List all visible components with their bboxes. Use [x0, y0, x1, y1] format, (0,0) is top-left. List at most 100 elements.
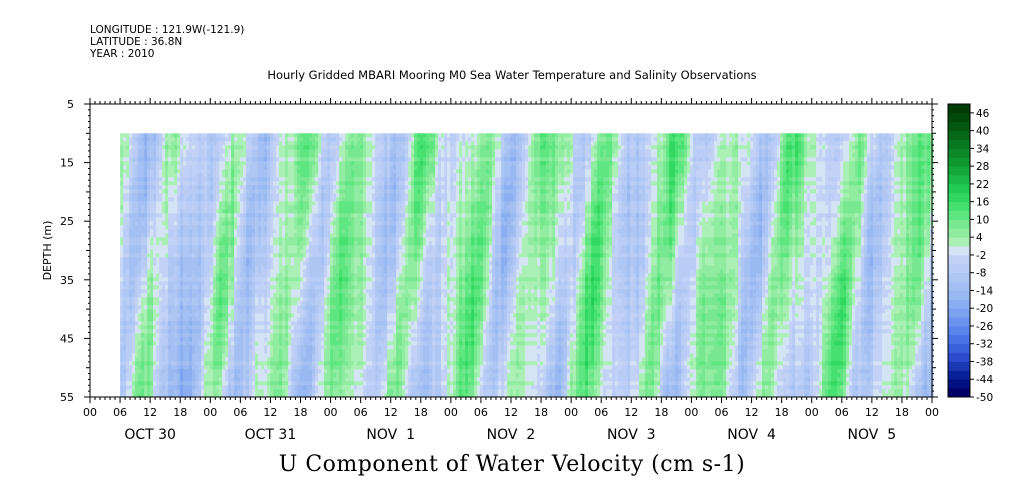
- heatmap-cell: [189, 321, 193, 326]
- heatmap-cell: [297, 177, 301, 182]
- heatmap-cell: [132, 333, 136, 338]
- heatmap-cell: [150, 341, 154, 346]
- heatmap-cell: [267, 385, 271, 390]
- heatmap-cell: [177, 225, 181, 230]
- heatmap-cell: [270, 341, 274, 346]
- heatmap-cell: [252, 305, 256, 310]
- heatmap-cell: [315, 237, 319, 242]
- heatmap-cell: [282, 285, 286, 290]
- heatmap-cell: [231, 273, 235, 278]
- heatmap-cell: [180, 137, 184, 142]
- heatmap-cell: [321, 197, 325, 202]
- heatmap-cell: [291, 221, 295, 226]
- heatmap-cell: [171, 245, 175, 250]
- heatmap-cell: [222, 281, 226, 286]
- heatmap-cell: [324, 145, 328, 150]
- heatmap-cell: [123, 361, 127, 366]
- heatmap-cell: [204, 293, 208, 298]
- heatmap-cell: [201, 241, 205, 246]
- heatmap-cell: [345, 201, 349, 206]
- heatmap-cell: [177, 321, 181, 326]
- heatmap-cell: [192, 393, 196, 398]
- heatmap-cell: [222, 313, 226, 318]
- heatmap-cell: [264, 345, 268, 350]
- heatmap-cell: [345, 181, 349, 186]
- heatmap-cell: [153, 253, 157, 258]
- heatmap-cell: [324, 293, 328, 298]
- heatmap-cell: [282, 301, 286, 306]
- heatmap-cell: [120, 217, 124, 222]
- heatmap-cell: [204, 193, 208, 198]
- heatmap-cell: [324, 221, 328, 226]
- heatmap-cell: [204, 289, 208, 294]
- heatmap-cell: [333, 321, 337, 326]
- heatmap-cell: [153, 281, 157, 286]
- heatmap-cell: [159, 385, 163, 390]
- heatmap-cell: [216, 233, 220, 238]
- heatmap-cell: [327, 253, 331, 258]
- heatmap-cell: [261, 193, 265, 198]
- heatmap-cell: [249, 293, 253, 298]
- heatmap-cell: [186, 181, 190, 186]
- heatmap-cell: [156, 145, 160, 150]
- heatmap-cell: [207, 137, 211, 142]
- heatmap-cell: [261, 245, 265, 250]
- heatmap-cell: [186, 333, 190, 338]
- heatmap-cell: [141, 197, 145, 202]
- heatmap-cell: [135, 325, 139, 330]
- heatmap-cell: [312, 389, 316, 394]
- heatmap-cell: [240, 325, 244, 330]
- heatmap-cell: [168, 341, 172, 346]
- heatmap-cell: [336, 181, 340, 186]
- heatmap-cell: [297, 205, 301, 210]
- heatmap-cell: [156, 193, 160, 198]
- heatmap-cell: [270, 181, 274, 186]
- heatmap-cell: [273, 233, 277, 238]
- heatmap-cell: [159, 365, 163, 370]
- heatmap-cell: [123, 173, 127, 178]
- heatmap-cell: [258, 353, 262, 358]
- heatmap-cell: [222, 241, 226, 246]
- heatmap-cell: [207, 241, 211, 246]
- heatmap-cell: [312, 257, 316, 262]
- heatmap-cell: [321, 345, 325, 350]
- heatmap-cell: [168, 369, 172, 374]
- heatmap-cell: [258, 389, 262, 394]
- heatmap-cell: [306, 253, 310, 258]
- heatmap-cell: [267, 233, 271, 238]
- heatmap-cell: [195, 181, 199, 186]
- heatmap-cell: [288, 377, 292, 382]
- heatmap-cell: [135, 137, 139, 142]
- heatmap-cell: [246, 325, 250, 330]
- heatmap-cell: [216, 237, 220, 242]
- heatmap-cell: [129, 197, 133, 202]
- heatmap-cell: [312, 329, 316, 334]
- heatmap-cell: [300, 321, 304, 326]
- heatmap-cell: [291, 313, 295, 318]
- heatmap-cell: [240, 221, 244, 226]
- heatmap-cell: [300, 265, 304, 270]
- heatmap-cell: [198, 373, 202, 378]
- heatmap-cell: [285, 313, 289, 318]
- heatmap-cell: [291, 369, 295, 374]
- heatmap-cell: [186, 337, 190, 342]
- heatmap-cell: [243, 237, 247, 242]
- heatmap-cell: [282, 333, 286, 338]
- heatmap-cell: [120, 317, 124, 322]
- heatmap-cell: [327, 189, 331, 194]
- heatmap-cell: [306, 241, 310, 246]
- heatmap-cell: [129, 337, 133, 342]
- heatmap-cell: [261, 321, 265, 326]
- heatmap-cell: [297, 189, 301, 194]
- heatmap-cell: [345, 293, 349, 298]
- heatmap-cell: [345, 185, 349, 190]
- heatmap-cell: [228, 225, 232, 230]
- heatmap-cell: [276, 373, 280, 378]
- heatmap-cell: [225, 205, 229, 210]
- heatmap-cell: [159, 241, 163, 246]
- heatmap-cell: [303, 249, 307, 254]
- heatmap-cell: [183, 165, 187, 170]
- heatmap-cell: [126, 185, 130, 190]
- heatmap-cell: [327, 381, 331, 386]
- heatmap-cell: [177, 177, 181, 182]
